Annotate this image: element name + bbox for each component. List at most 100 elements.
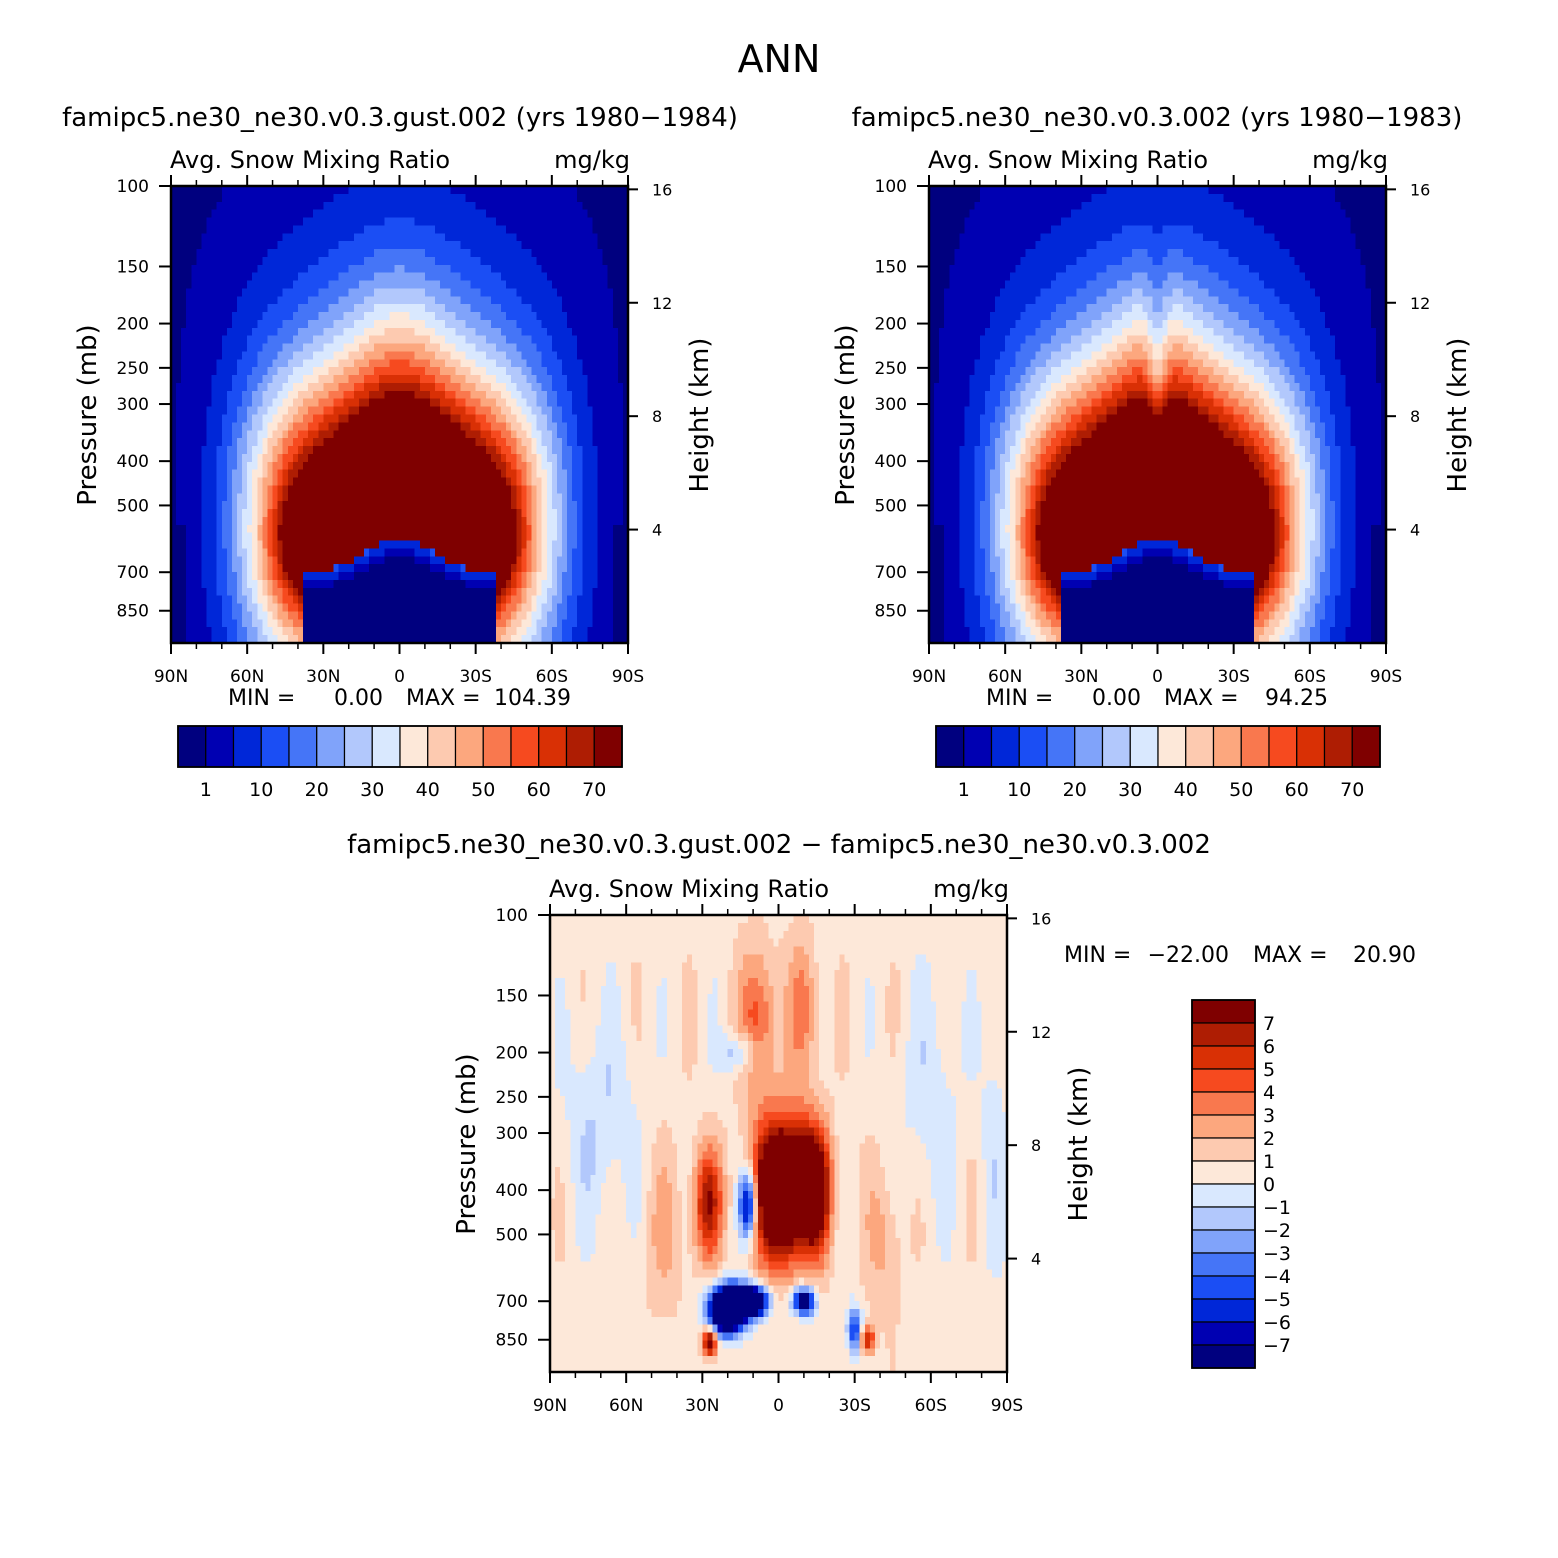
heatmap-cell (572, 572, 578, 581)
heatmap-cell (292, 296, 299, 305)
heatmap-cell (409, 540, 416, 550)
heatmap-cell (490, 516, 497, 526)
heatmap-cell (221, 382, 228, 392)
panel1-title: famipc5.ne30_ne30.v0.3.gust.002 (yrs 198… (62, 103, 738, 133)
heatmap-cell (597, 186, 604, 195)
heatmap-cell (551, 556, 558, 565)
heatmap-cell (252, 548, 258, 557)
heatmap-cell (617, 280, 624, 290)
heatmap-cell (409, 422, 416, 431)
heatmap-cell (521, 461, 528, 471)
heatmap-cell (216, 532, 223, 542)
heatmap-cell (582, 272, 588, 282)
heatmap-cell (353, 343, 360, 353)
heatmap-cell (242, 359, 248, 368)
heatmap-cell (607, 611, 614, 620)
heatmap-cell (216, 516, 223, 526)
heatmap-cell (282, 256, 289, 266)
heatmap-cell (495, 359, 502, 368)
heatmap-cell (602, 272, 609, 282)
heatmap-cell (369, 469, 375, 479)
heatmap-cell (577, 288, 583, 297)
heatmap-cell (242, 438, 248, 447)
heatmap-cell (277, 446, 284, 455)
heatmap-cell (445, 611, 451, 620)
heatmap-cell (470, 382, 477, 392)
heatmap-cell (384, 249, 390, 258)
heatmap-cell (607, 359, 614, 368)
heatmap-cell (358, 335, 365, 345)
heatmap-cell (323, 367, 330, 376)
heatmap-cell (201, 272, 208, 282)
heatmap-cell (272, 540, 279, 550)
heatmap-cell (556, 540, 563, 550)
heatmap-cell (475, 241, 482, 250)
heatmap-cell (506, 272, 512, 282)
heatmap-cell (353, 461, 360, 471)
heatmap-cell (577, 572, 583, 581)
heatmap-cell (465, 375, 472, 384)
heatmap-cell (231, 319, 238, 329)
heatmap-cell (379, 225, 385, 234)
heatmap-cell (612, 611, 619, 620)
heatmap-cell (242, 548, 248, 557)
heatmap-cell (171, 532, 177, 542)
heatmap-cell (297, 233, 304, 242)
heatmap-cell (429, 241, 436, 250)
heatmap-cell (617, 312, 624, 321)
heatmap-cell (414, 461, 421, 471)
heatmap-cell (521, 579, 528, 589)
heatmap-cell (257, 556, 263, 565)
heatmap-cell (369, 477, 375, 487)
heatmap-cell (186, 343, 192, 353)
heatmap-cell (267, 461, 274, 471)
heatmap-cell (196, 217, 203, 226)
heatmap-cell (211, 414, 218, 423)
heatmap-cell (440, 501, 446, 510)
heatmap-cell (328, 595, 335, 605)
heatmap-cell (389, 272, 396, 282)
heatmap-cell (526, 209, 533, 219)
heatmap-cell (460, 548, 467, 557)
heatmap-cell (226, 485, 233, 494)
heatmap-cell (318, 501, 324, 510)
heatmap-cell (556, 375, 563, 384)
heatmap-cell (409, 469, 416, 479)
heatmap-cell (171, 382, 177, 392)
heatmap-cell (297, 548, 304, 557)
heatmap-cell (465, 414, 472, 423)
heatmap-cell (409, 446, 416, 455)
heatmap-cell (399, 446, 406, 455)
heatmap-cell (541, 477, 548, 487)
heatmap-cell (511, 461, 517, 471)
heatmap-cell (587, 264, 594, 274)
heatmap-cell (181, 343, 187, 353)
heatmap-cell (303, 382, 309, 392)
heatmap-cell (262, 233, 269, 242)
heatmap-cell (536, 359, 543, 368)
heatmap-cell (465, 264, 472, 274)
heatmap-cell (226, 264, 233, 274)
heatmap-cell (389, 375, 396, 384)
heatmap-cell (308, 233, 314, 242)
heatmap-cell (597, 280, 604, 290)
heatmap-cell (389, 351, 396, 360)
heatmap-cell (237, 453, 243, 463)
heatmap-cell (216, 186, 223, 195)
heatmap-cell (267, 453, 274, 463)
heatmap-cell (567, 493, 573, 502)
heatmap-cell (602, 461, 609, 471)
heatmap-cell (612, 587, 619, 597)
heatmap-cell (465, 249, 472, 258)
heatmap-cell (297, 509, 304, 518)
heatmap-cell (572, 319, 578, 329)
heatmap-cell (480, 335, 487, 345)
heatmap-cell (292, 327, 299, 337)
heatmap-cell (475, 595, 482, 605)
heatmap-cell (429, 233, 436, 242)
heatmap-cell (404, 587, 411, 597)
heatmap-cell (323, 193, 330, 203)
heatmap-cell (369, 438, 375, 447)
heatmap-cell (429, 469, 436, 479)
heatmap-cell (409, 249, 416, 258)
